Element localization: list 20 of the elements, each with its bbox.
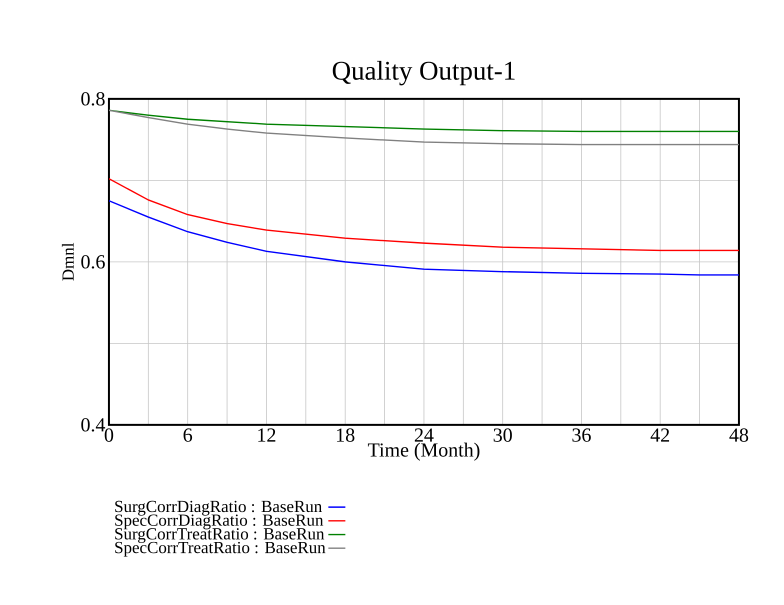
y-tick-label: 0.6 — [81, 255, 105, 269]
legend-label: SpecCorrTreatRatio : BaseRun — [115, 542, 326, 557]
x-tick-label: 0 — [104, 428, 114, 442]
legend-label: SurgCorrTreatRatio : BaseRun — [115, 528, 324, 544]
x-tick-label: 6 — [184, 428, 192, 442]
x-tick-label: 18 — [336, 428, 354, 442]
x-tick-label: 30 — [494, 428, 512, 442]
line-series — [108, 200, 739, 276]
x-tick-label: 42 — [650, 428, 670, 442]
legend-label: SpecCorrDiagRatio : BaseRun — [115, 514, 324, 530]
chart-title: Quality Output-1 — [332, 60, 515, 86]
x-tick-label: 48 — [729, 428, 748, 442]
x-tick-label: 36 — [572, 428, 591, 442]
x-axis-title: Time (Month) — [368, 442, 480, 461]
y-tick-label: 0.8 — [81, 92, 105, 106]
x-tick-label: 12 — [258, 428, 276, 442]
y-axis-title: Dmnl — [62, 242, 74, 281]
legend-label: SurgCorrDiagRatio : BaseRun — [115, 500, 322, 516]
y-tick-label: 0.4 — [81, 418, 106, 432]
x-tick-label: 24 — [414, 428, 434, 442]
